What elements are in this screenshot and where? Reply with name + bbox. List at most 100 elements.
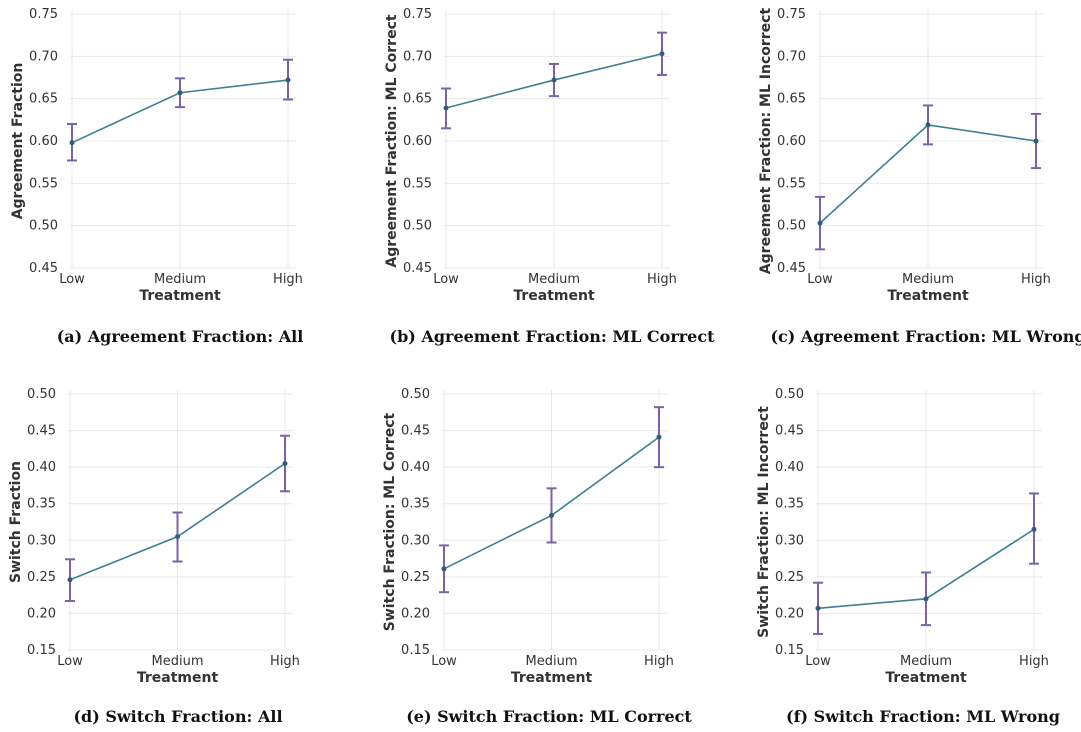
y-tick-label: 0.65 xyxy=(403,92,432,107)
x-tick-label: Medium xyxy=(154,272,206,287)
x-tick-label: High xyxy=(270,654,300,669)
chart-panel: 0.15 0.20 0.25 0.30 0.35 0.40 0.45 0.50 Low Mediu… xyxy=(8,387,300,726)
x-tick-label: Medium xyxy=(900,654,952,669)
x-axis-title: Treatment xyxy=(887,288,969,304)
x-tick-label: Low xyxy=(431,654,457,669)
panel-caption: (c) Agreement Fraction: ML Wrong xyxy=(770,327,1081,346)
data-point xyxy=(815,605,821,611)
y-tick-label: 0.30 xyxy=(775,533,804,548)
y-tick-label: 0.25 xyxy=(775,570,804,585)
data-point xyxy=(282,460,288,466)
x-tick-label: Medium xyxy=(526,654,578,669)
data-point xyxy=(67,577,73,583)
y-tick-label: 0.65 xyxy=(777,92,806,107)
y-tick-label: 0.45 xyxy=(401,424,430,439)
panel-caption: (b) Agreement Fraction: ML Correct xyxy=(390,327,716,346)
y-axis-title: Agreement Fraction xyxy=(10,63,26,220)
data-point xyxy=(549,512,554,518)
y-tick-label: 0.75 xyxy=(777,7,806,22)
data-point xyxy=(925,122,931,128)
data-point xyxy=(923,596,929,602)
y-tick-label: 0.50 xyxy=(401,387,430,402)
chart-panel: 0.15 0.20 0.25 0.30 0.35 0.40 0.45 0.50 Low Mediu… xyxy=(382,387,692,726)
y-axis-title: Switch Fraction xyxy=(8,461,24,583)
y-tick-label: 0.15 xyxy=(27,643,56,658)
y-tick-label: 0.50 xyxy=(27,387,56,402)
y-tick-label: 0.45 xyxy=(27,424,56,439)
panel-caption: (d) Switch Fraction: All xyxy=(73,707,282,726)
x-axis-title: Treatment xyxy=(511,670,593,686)
y-tick-label: 0.65 xyxy=(29,92,58,107)
y-tick-label: 0.15 xyxy=(775,643,804,658)
data-point xyxy=(441,566,447,572)
y-tick-label: 0.60 xyxy=(29,134,58,149)
y-tick-label: 0.30 xyxy=(401,533,430,548)
x-tick-label: Medium xyxy=(152,654,204,669)
y-tick-label: 0.50 xyxy=(29,219,58,234)
y-tick-label: 0.35 xyxy=(775,497,804,512)
chart-panel: 0.45 0.50 0.55 0.60 0.65 0.70 0.75 Low Medium Hig… xyxy=(758,7,1081,346)
panel-caption: (a) Agreement Fraction: All xyxy=(57,327,304,346)
data-point xyxy=(443,105,449,111)
y-tick-label: 0.45 xyxy=(775,424,804,439)
y-tick-label: 0.30 xyxy=(27,533,56,548)
y-axis-title: Switch Fraction: ML Incorrect xyxy=(756,406,772,638)
y-tick-label: 0.35 xyxy=(401,497,430,512)
y-tick-label: 0.45 xyxy=(777,261,806,276)
y-tick-label: 0.70 xyxy=(29,49,58,64)
x-tick-label: High xyxy=(644,654,674,669)
x-axis-title: Treatment xyxy=(139,288,221,304)
x-tick-label: Low xyxy=(433,272,459,287)
panel-caption: (e) Switch Fraction: ML Correct xyxy=(406,707,692,726)
y-tick-label: 0.40 xyxy=(27,460,56,475)
y-tick-label: 0.70 xyxy=(777,49,806,64)
y-tick-label: 0.60 xyxy=(777,134,806,149)
data-point xyxy=(1031,526,1037,532)
y-tick-label: 0.45 xyxy=(29,261,58,276)
y-tick-label: 0.25 xyxy=(401,570,430,585)
x-tick-label: Low xyxy=(807,272,833,287)
chart-panel: 0.45 0.50 0.55 0.60 0.65 0.70 0.75 Low Medium Hig… xyxy=(384,7,715,346)
y-tick-label: 0.20 xyxy=(27,606,56,621)
data-point xyxy=(817,220,823,226)
y-tick-label: 0.75 xyxy=(403,7,432,22)
chart-panel: 0.15 0.20 0.25 0.30 0.35 0.40 0.45 0.50 Low Mediu… xyxy=(756,387,1060,726)
y-axis-title: Switch Fraction: ML Correct xyxy=(382,412,398,631)
x-tick-label: High xyxy=(1019,654,1049,669)
y-axis-title: Agreement Fraction: ML Incorrect xyxy=(758,8,774,275)
y-tick-label: 0.50 xyxy=(777,219,806,234)
y-tick-label: 0.55 xyxy=(403,176,432,191)
data-point xyxy=(656,434,662,440)
y-tick-label: 0.15 xyxy=(401,643,430,658)
y-tick-label: 0.70 xyxy=(403,49,432,64)
y-tick-label: 0.50 xyxy=(403,219,432,234)
y-axis-title: Agreement Fraction: ML Correct xyxy=(384,14,400,267)
y-tick-label: 0.40 xyxy=(401,460,430,475)
x-tick-label: Low xyxy=(805,654,831,669)
y-tick-label: 0.20 xyxy=(401,606,430,621)
y-tick-label: 0.50 xyxy=(775,387,804,402)
data-point xyxy=(175,534,180,540)
x-axis-title: Treatment xyxy=(513,288,595,304)
panel-caption: (f) Switch Fraction: ML Wrong xyxy=(786,707,1060,726)
data-point xyxy=(69,140,75,146)
y-tick-label: 0.60 xyxy=(403,134,432,149)
x-tick-label: High xyxy=(1021,272,1051,287)
y-tick-label: 0.45 xyxy=(403,261,432,276)
y-tick-label: 0.75 xyxy=(29,7,58,22)
x-tick-label: Medium xyxy=(902,272,954,287)
y-tick-label: 0.55 xyxy=(29,176,58,191)
data-point xyxy=(177,90,183,96)
x-tick-label: High xyxy=(647,272,677,287)
y-tick-label: 0.35 xyxy=(27,497,56,512)
x-tick-label: Low xyxy=(57,654,83,669)
y-tick-label: 0.40 xyxy=(775,460,804,475)
y-tick-label: 0.55 xyxy=(777,176,806,191)
chart-panel: 0.45 0.50 0.55 0.60 0.65 0.70 0.75 Low Medium Hig… xyxy=(10,7,303,346)
y-tick-label: 0.25 xyxy=(27,570,56,585)
x-tick-label: Medium xyxy=(528,272,580,287)
x-axis-title: Treatment xyxy=(885,670,967,686)
data-point xyxy=(285,77,291,83)
data-point xyxy=(551,77,557,83)
